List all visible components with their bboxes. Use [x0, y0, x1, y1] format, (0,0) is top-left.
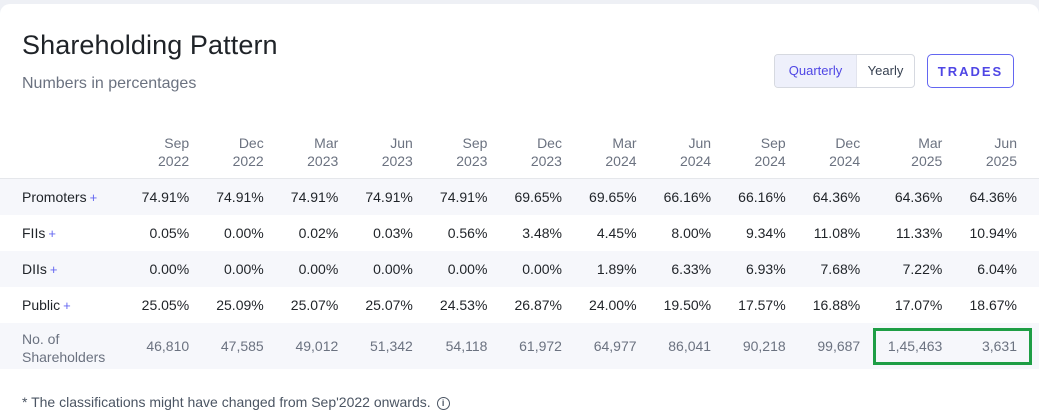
table-cell: 0.00% [509, 251, 584, 287]
table-cell: 66.16% [733, 178, 808, 215]
table-cell: 86,041 [658, 323, 734, 369]
column-header: Sep 2024 [754, 135, 786, 169]
column-header: Sep 2023 [456, 135, 488, 169]
trades-button[interactable]: TRADES [927, 54, 1014, 88]
row-label-public[interactable]: Public + [22, 297, 71, 313]
page-title: Shareholding Pattern [22, 30, 278, 60]
subtitle: Numbers in percentages [22, 75, 197, 92]
row-label-diis[interactable]: DIIs + [0, 251, 137, 287]
row-label-fiis[interactable]: FIIs + [22, 225, 56, 241]
table-cell: 25.07% [290, 297, 339, 313]
footnote-text: * The classifications might have changed… [22, 394, 431, 410]
table-cell: 0.00% [211, 251, 286, 287]
table-cell: 6.04% [964, 251, 1039, 287]
table-header-empty [0, 130, 137, 179]
table-cell: 24.00% [589, 297, 637, 313]
column-header: Dec 2023 [530, 135, 562, 169]
period-toggle: Quarterly Yearly [774, 54, 915, 88]
table-cell: 26.87% [514, 297, 562, 313]
table-cell: 74.91% [136, 178, 212, 215]
table-cell: 0.03% [373, 225, 413, 241]
column-header: Dec 2022 [232, 135, 264, 169]
column-header: Mar 2023 [307, 135, 339, 169]
table-cell: 0.00% [434, 251, 510, 287]
table-row-promoters: Promoters + 74.91% 74.91% 74.91% 74.91% 7… [0, 178, 1039, 215]
table-cell: 6.33% [658, 251, 734, 287]
table-cell: 18.67% [969, 297, 1017, 313]
table-cell: 6.93% [733, 251, 808, 287]
table-cell: 69.65% [509, 178, 584, 215]
table-cell: 3,631 [964, 323, 1039, 369]
table-cell: 17.07% [894, 297, 943, 313]
column-header: Jun 2025 [985, 135, 1017, 169]
table-cell: 74.91% [434, 178, 510, 215]
table-cell: 64,977 [583, 323, 659, 369]
table-cell: 0.00% [360, 251, 435, 287]
table-cell: 1,45,463 [882, 323, 965, 369]
table-cell: 10.94% [969, 225, 1017, 241]
table-cell: 0.02% [298, 225, 339, 241]
table-cell: 3.48% [522, 225, 562, 241]
table-cell: 74.91% [360, 178, 435, 215]
table-row-fiis: FIIs + 0.05% 0.00% 0.02% 0.03% 0.56% 3.48… [0, 215, 1039, 251]
table-cell: 0.00% [285, 251, 361, 287]
column-header: Dec 2024 [829, 135, 861, 169]
table-cell: 64.36% [882, 178, 965, 215]
table-cell: 54,118 [434, 323, 510, 369]
table-cell: 7.22% [882, 251, 965, 287]
table-cell: 25.07% [365, 297, 413, 313]
table-cell: 24.53% [439, 297, 488, 313]
table-cell: 17.57% [738, 297, 786, 313]
table-cell: 74.91% [211, 178, 286, 215]
table-cell: 64.36% [964, 178, 1039, 215]
table-cell: 16.88% [812, 297, 861, 313]
row-label-promoters[interactable]: Promoters + [0, 178, 137, 215]
expand-plus-icon[interactable]: + [48, 226, 56, 241]
table-cell: 4.45% [596, 225, 637, 241]
expand-plus-icon[interactable]: + [89, 190, 98, 205]
table-row-public: Public + 25.05% 25.09% 25.07% 25.07% 24.5… [0, 287, 1039, 323]
table-cell: 90,218 [733, 323, 808, 369]
table-header-row: Sep 2022 Dec 2022 Mar 2023 Jun 2023 Sep 2023 … [0, 130, 1039, 179]
table-cell: 0.00% [224, 225, 264, 241]
table-cell: 11.33% [895, 225, 943, 241]
table-cell: 74.91% [285, 178, 361, 215]
toggle-quarterly[interactable]: Quarterly [775, 55, 857, 87]
table-cell: 19.50% [663, 297, 712, 313]
table-row-diis: DIIs + 0.00% 0.00% 0.00% 0.00% 0.00% 0.00… [0, 251, 1039, 287]
table-cell: 25.09% [216, 297, 264, 313]
column-header: Jun 2024 [679, 135, 712, 169]
row-label-shareholders: No. of Shareholders [0, 323, 137, 369]
footnote: * The classifications might have changed… [22, 394, 450, 410]
shareholding-table: Sep 2022 Dec 2022 Mar 2023 Jun 2023 Sep 2023 … [0, 130, 1039, 369]
table-cell: 64.36% [807, 178, 883, 215]
expand-plus-icon[interactable]: + [49, 262, 58, 277]
table-row-shareholders: No. of Shareholders 46,810 47,585 49,012 … [0, 323, 1039, 369]
info-icon[interactable]: i [436, 397, 450, 410]
column-header: Sep 2022 [158, 135, 190, 169]
table-cell: 25.05% [141, 297, 190, 313]
table-cell: 0.05% [149, 225, 190, 241]
table-cell: 51,342 [360, 323, 435, 369]
column-header: Mar 2024 [605, 135, 637, 169]
table-cell: 7.68% [807, 251, 883, 287]
table-cell: 69.65% [583, 178, 659, 215]
toggle-yearly[interactable]: Yearly [867, 63, 904, 78]
table-cell: 8.00% [671, 225, 712, 241]
table-cell: 99,687 [807, 323, 883, 369]
table-cell: 0.00% [136, 251, 212, 287]
table-cell: 46,810 [136, 323, 212, 369]
column-header: Jun 2023 [381, 135, 413, 169]
table-cell: 61,972 [509, 323, 584, 369]
table-cell: 11.08% [813, 225, 861, 241]
table-cell: 66.16% [658, 178, 734, 215]
table-cell: 47,585 [211, 323, 286, 369]
column-header: Mar 2025 [911, 135, 943, 169]
table-cell: 49,012 [285, 323, 361, 369]
table-cell: 0.56% [447, 225, 488, 241]
table-cell: 9.34% [745, 225, 786, 241]
table-cell: 1.89% [583, 251, 659, 287]
expand-plus-icon[interactable]: + [63, 298, 71, 313]
